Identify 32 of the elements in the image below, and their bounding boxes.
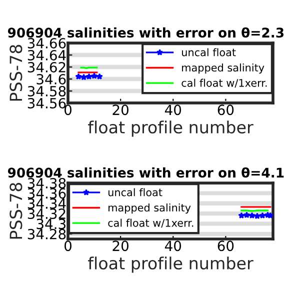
y-tick-label: 34.3 — [36, 218, 66, 230]
y-axis-title: PSS-78 — [10, 182, 22, 239]
legend-label: cal float w/1xerr. — [182, 78, 267, 88]
y-tick-label: 34.58 — [28, 86, 66, 96]
y-tick-label: 34.56 — [28, 98, 66, 108]
chart-title: 906904 salinities with error on θ=4.1 — [8, 167, 284, 178]
x-axis-title: float profile number — [88, 120, 254, 137]
x-tick-label: 20 — [112, 104, 128, 116]
y-tick-label: 34.66 — [28, 38, 66, 48]
chart-title: 906904 salinities with error on θ=2.3 — [8, 27, 284, 38]
y-tick-label: 34.32 — [28, 208, 66, 220]
legend-label: cal float w/1xerr. — [108, 218, 194, 228]
y-tick-label: 34.36 — [28, 188, 66, 199]
legend-label: mapped salinity — [182, 64, 264, 74]
x-tick-label: 60 — [218, 240, 234, 252]
y-tick-label: 34.62 — [28, 62, 66, 72]
legend-label: uncal float — [108, 188, 162, 196]
x-tick-label: 40 — [164, 240, 182, 252]
legend-label: uncal float — [182, 48, 236, 56]
legend-label: mapped salinity — [108, 204, 191, 214]
x-tick-label: 60 — [218, 104, 234, 116]
y-tick-label: 34.38 — [28, 178, 66, 188]
y-axis-title: PSS-78 — [10, 44, 22, 101]
x-axis-title: float profile number — [88, 256, 254, 273]
y-tick-label: 34.64 — [28, 50, 66, 60]
x-tick-label: 20 — [112, 240, 128, 252]
x-tick-label: 0 — [64, 240, 72, 252]
y-tick-label: 34.6 — [36, 74, 66, 84]
x-tick-label: 0 — [64, 104, 72, 116]
y-tick-label: 34.34 — [28, 198, 66, 209]
x-tick-label: 40 — [164, 104, 182, 116]
y-tick-label: 34.28 — [28, 228, 66, 240]
